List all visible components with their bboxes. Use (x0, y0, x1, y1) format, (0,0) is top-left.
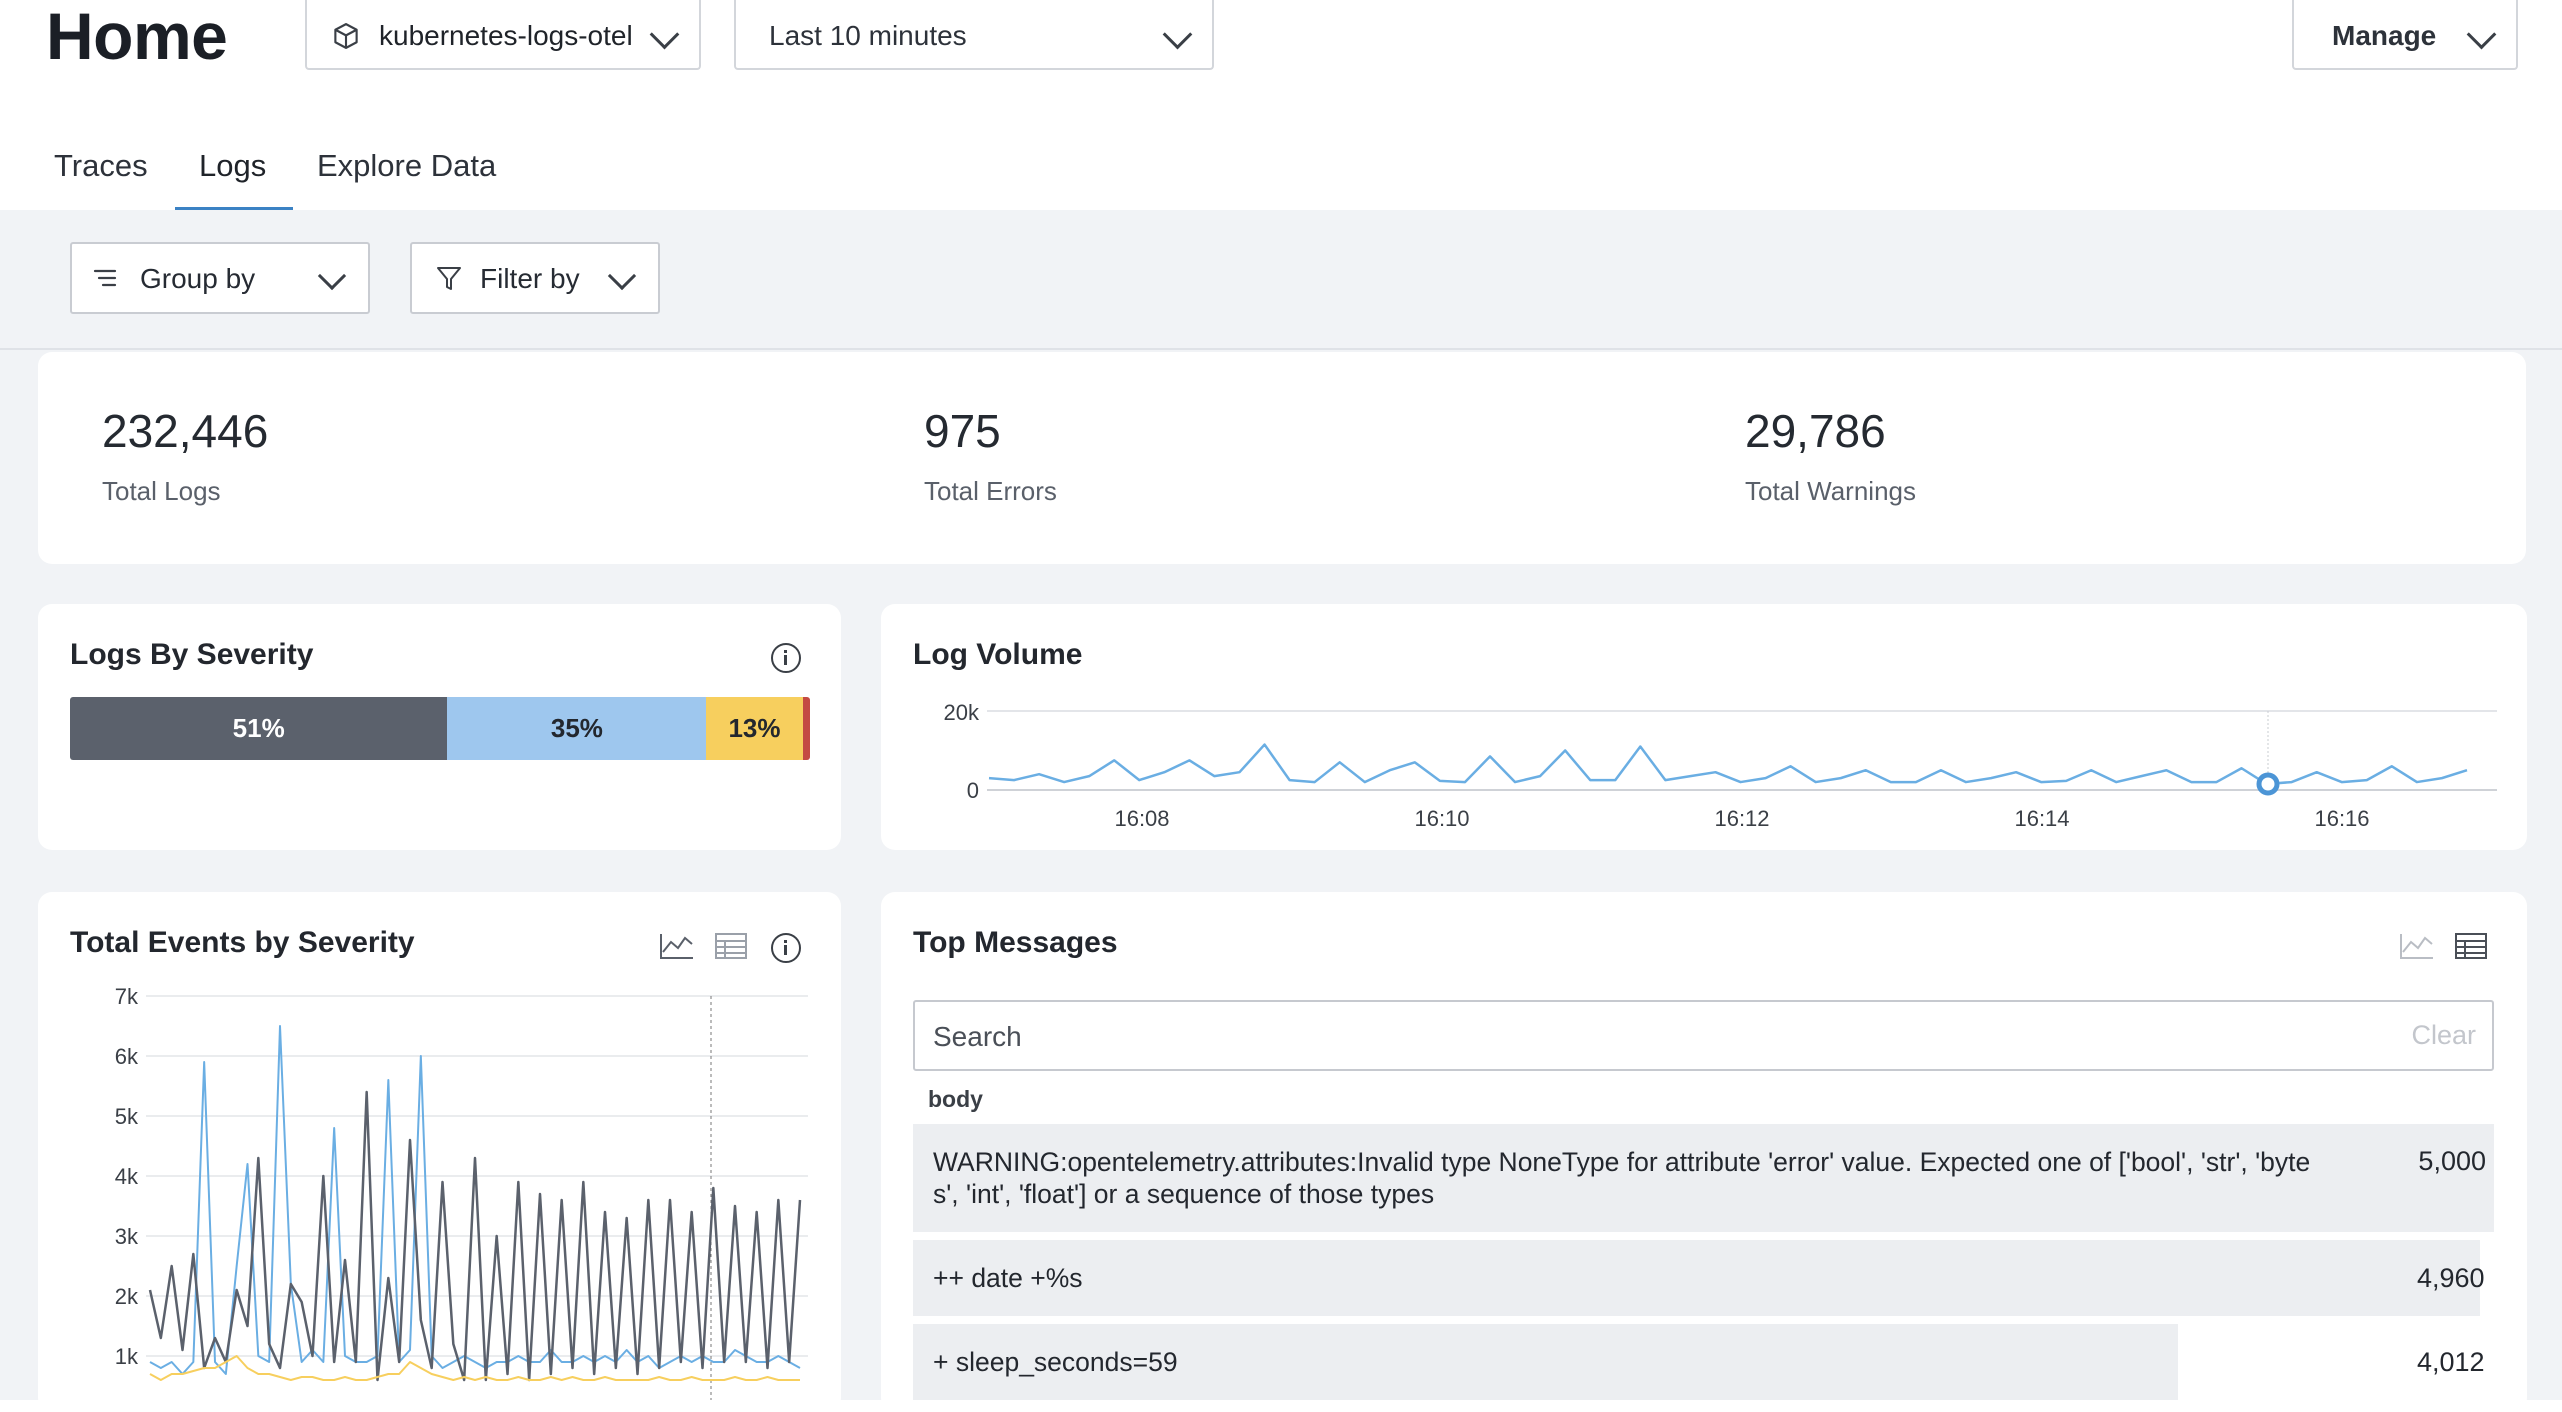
y-tick-label: 2k (115, 1284, 139, 1309)
total-errors-value: 975 (924, 405, 1001, 457)
card-title: Top Messages (913, 926, 1118, 959)
app-header: Home kubernetes-logs-otel Last 10 minute… (0, 0, 2562, 210)
tab-traces[interactable]: Traces (54, 148, 148, 183)
total-logs-label: Total Logs (102, 476, 221, 506)
group-by-label: Group by (140, 263, 256, 294)
clear-button[interactable]: Clear (2411, 1020, 2476, 1050)
series-line-blue (149, 1025, 801, 1375)
line-chart-view-icon[interactable] (659, 932, 695, 965)
column-header-body[interactable]: body (928, 1086, 983, 1112)
chevron-down-icon (2466, 19, 2497, 50)
stats-card: 232,446 Total Logs 975 Total Errors 29,7… (38, 352, 2526, 564)
time-range-label: Last 10 minutes (769, 20, 967, 51)
x-tick-label: 16:08 (1114, 806, 1169, 831)
message-row[interactable]: + sleep_seconds=59 (913, 1324, 2178, 1400)
dataset-selector[interactable]: kubernetes-logs-otel (305, 0, 701, 70)
y-tick-label: 0 (967, 778, 979, 803)
hover-marker-point (2256, 772, 2280, 796)
message-text: ++ date +%s (933, 1263, 1083, 1293)
message-count: 5,000 (2418, 1146, 2486, 1176)
time-range-selector[interactable]: Last 10 minutes (734, 0, 1214, 70)
severity-distribution-bar: 51% 35% 13% (70, 697, 810, 760)
message-row[interactable]: WARNING:opentelemetry.attributes:Invalid… (913, 1124, 2494, 1232)
y-tick-label: 20k (944, 700, 980, 725)
messages-search: Clear (913, 1000, 2494, 1071)
message-count: 4,960 (2417, 1263, 2485, 1293)
message-row[interactable]: ++ date +%s (913, 1240, 2480, 1316)
y-tick-label: 7k (115, 984, 139, 1009)
total-warnings-label: Total Warnings (1745, 476, 1916, 506)
series-line-yellow (149, 1355, 800, 1381)
group-by-icon (92, 266, 118, 298)
message-count: 4,012 (2417, 1347, 2485, 1377)
card-title: Total Events by Severity (70, 926, 415, 959)
severity-segment[interactable] (802, 697, 810, 760)
total-warnings-value: 29,786 (1745, 405, 1886, 457)
y-tick-label: 6k (115, 1044, 139, 1069)
filter-by-label: Filter by (480, 263, 580, 294)
info-icon[interactable] (771, 933, 801, 963)
chevron-down-icon (1162, 19, 1193, 50)
chevron-down-icon (649, 19, 680, 50)
total-errors-label: Total Errors (924, 476, 1057, 506)
severity-segment[interactable]: 35% (447, 697, 707, 760)
manage-button[interactable]: Manage (2292, 0, 2518, 70)
severity-segment[interactable]: 13% (706, 697, 803, 760)
chevron-down-icon (607, 261, 637, 291)
series-line-dark (148, 1090, 802, 1382)
chevron-down-icon (317, 261, 347, 291)
y-tick-label: 1k (115, 1344, 139, 1369)
filter-by-button[interactable]: Filter by (410, 242, 660, 314)
query-toolbar: Group by Filter by (0, 210, 2562, 350)
table-view-icon[interactable] (714, 932, 748, 965)
card-title: Log Volume (913, 638, 1083, 671)
page-title: Home (46, 0, 228, 73)
info-icon[interactable] (771, 643, 801, 673)
manage-label: Manage (2332, 20, 2437, 51)
total-events-chart: 1k 2k 3k 4k 5k 6k 7k (115, 984, 808, 1400)
log-volume-card: Log Volume (881, 604, 2527, 850)
log-volume-chart: 20k 0 16:08 16:10 16:12 16:14 16:16 (944, 700, 2497, 831)
x-tick-label: 16:10 (1414, 806, 1469, 831)
message-text: + sleep_seconds=59 (933, 1347, 1178, 1377)
line-chart-view-icon[interactable] (2399, 932, 2435, 965)
severity-segment[interactable]: 51% (70, 697, 448, 760)
tab-logs[interactable]: Logs (199, 148, 267, 183)
y-tick-label: 3k (115, 1224, 139, 1249)
filter-icon (436, 265, 462, 300)
x-tick-label: 16:16 (2314, 806, 2369, 831)
active-tab-indicator (175, 207, 293, 210)
tab-explore-data[interactable]: Explore Data (317, 148, 497, 183)
dataset-label: kubernetes-logs-otel (379, 20, 633, 51)
x-tick-label: 16:14 (2014, 806, 2069, 831)
card-title: Logs By Severity (70, 638, 314, 671)
total-events-card: Total Events by Severity (38, 892, 841, 1412)
x-tick-label: 16:12 (1714, 806, 1769, 831)
volume-series-line (988, 743, 2468, 786)
total-logs-value: 232,446 (102, 405, 269, 457)
message-text: WARNING:opentelemetry.attributes:Invalid… (933, 1147, 2311, 1209)
table-view-icon[interactable] (2454, 932, 2488, 965)
group-by-button[interactable]: Group by (70, 242, 370, 314)
search-input[interactable] (931, 1014, 2335, 1060)
cube-icon (331, 21, 361, 58)
y-tick-label: 5k (115, 1104, 139, 1129)
y-tick-label: 4k (115, 1164, 139, 1189)
